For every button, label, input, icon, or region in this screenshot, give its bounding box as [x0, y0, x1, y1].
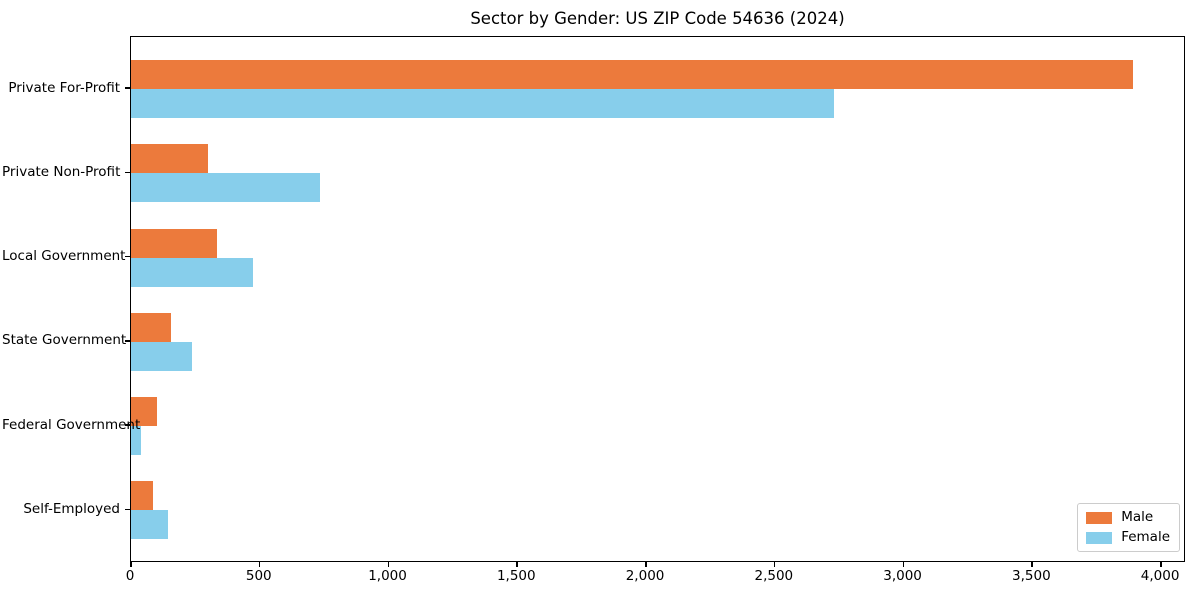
y-tick-mark	[125, 171, 130, 173]
y-tick-label-federal-government: Federal Government	[2, 416, 141, 433]
y-tick-label-state-government: State Government	[2, 332, 127, 349]
x-tick-mark	[773, 562, 776, 567]
x-tick-mark	[1160, 562, 1162, 567]
x-tick-mark	[387, 562, 390, 567]
bar-male-local-government	[131, 228, 218, 258]
bar-female-self-employed	[131, 510, 169, 540]
x-tick-mark	[258, 562, 261, 567]
x-tick-mark	[902, 562, 905, 567]
x-tick-label-3000: 3,000	[883, 568, 922, 584]
x-tick-label-2000: 2,000	[625, 568, 665, 584]
bar-male-private-non-profit	[131, 144, 209, 174]
bar-male-federal-government	[131, 397, 157, 426]
x-tick-label-3500: 3,500	[1012, 568, 1051, 584]
chart-title: Sector by Gender: US ZIP Code 54636 (202…	[470, 9, 845, 28]
x-tick-mark	[1031, 562, 1033, 567]
bar-female-private-for-profit	[131, 89, 835, 118]
x-tick-label-1000: 1,000	[368, 568, 407, 584]
bar-female-state-government	[131, 341, 192, 371]
bar-female-federal-government	[131, 426, 142, 455]
bar-male-self-employed	[131, 481, 153, 511]
y-tick-label-private-for-profit: Private For-Profit	[8, 79, 120, 96]
legend-entry-female: Female	[1086, 530, 1170, 545]
y-tick-label-private-non-profit: Private Non-Profit	[2, 163, 121, 180]
x-tick-label-2500: 2,500	[754, 568, 794, 584]
x-tick-mark	[130, 562, 132, 567]
bar-male-private-for-profit	[131, 60, 1133, 89]
y-tick-mark	[125, 340, 130, 342]
legend-swatch-male	[1086, 511, 1113, 524]
plot-area: Male Female	[130, 36, 1185, 562]
y-tick-label-self-employed: Self-Employed	[23, 500, 120, 517]
x-tick-mark	[645, 562, 647, 567]
y-tick-label-local-government: Local Government	[2, 248, 126, 264]
legend-label-male: Male	[1121, 509, 1154, 525]
bar-female-private-non-profit	[131, 173, 321, 203]
x-tick-label-1500: 1,500	[496, 568, 536, 584]
y-tick-mark	[125, 508, 130, 510]
y-tick-mark	[125, 255, 130, 258]
y-tick-mark	[125, 87, 130, 89]
y-tick-mark	[125, 424, 130, 426]
legend-swatch-female	[1086, 531, 1113, 544]
bar-male-state-government	[131, 312, 171, 342]
x-tick-label-500: 500	[245, 568, 272, 584]
bars-layer	[131, 37, 1184, 561]
legend-label-female: Female	[1121, 529, 1170, 545]
legend: Male Female	[1077, 503, 1180, 552]
x-tick-mark	[516, 562, 518, 567]
legend-entry-male: Male	[1086, 510, 1170, 525]
x-tick-label-0: 0	[125, 568, 135, 584]
bar-female-local-government	[131, 257, 254, 287]
x-tick-label-4000: 4,000	[1140, 568, 1180, 584]
